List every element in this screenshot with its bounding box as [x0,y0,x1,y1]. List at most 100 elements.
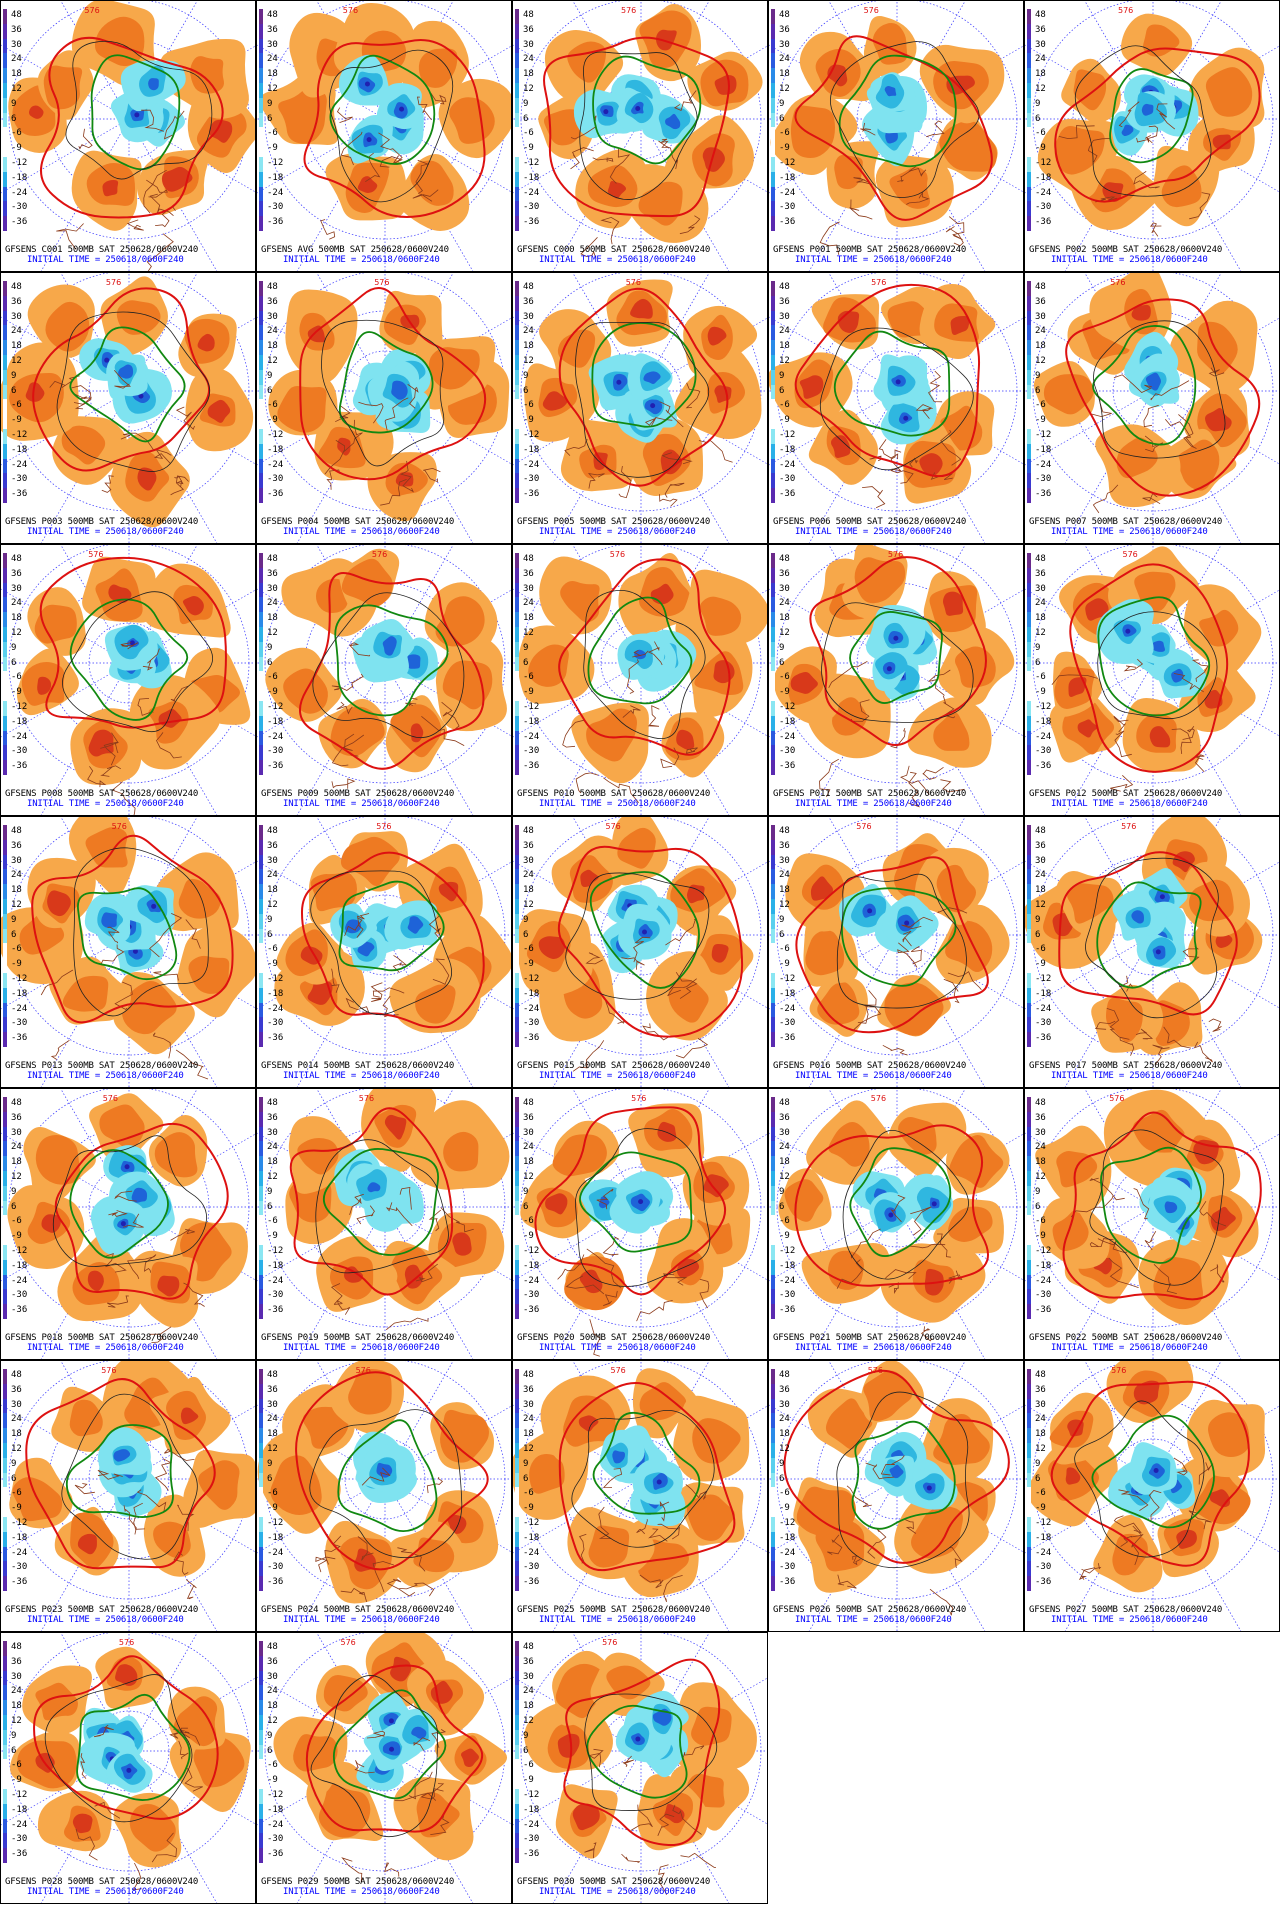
warm-anomaly-shading [1025,817,1263,1055]
polar-map: 576 [1,545,255,815]
scale-swatch [1027,171,1031,187]
scale-label: -30 [11,746,28,757]
scale-label: -9 [779,143,790,154]
scale-swatch [259,1744,263,1760]
ensemble-panel-p010: 576 48 36 30 24 18 12 9 6 -6 -9 -12 -18 -24 -30 -36 GFSE… [512,544,768,816]
scale-label: -24 [267,1819,284,1830]
scale-label: 6 [779,1201,785,1212]
scale-swatch [515,355,519,370]
color-scale: 48 36 30 24 18 12 9 6 -6 -9 -12 -18 -24 -30 -36 [515,551,541,781]
scale-swatch [771,1245,775,1260]
scale-swatch [515,1002,519,1018]
ensemble-panel-p029: 576 48 36 30 24 18 12 9 6 -6 -9 -12 -18 -24 -30 -36 GFSE… [256,1632,512,1904]
scale-swatch [259,701,263,716]
scale-swatch [3,973,7,988]
contour-black [819,327,974,471]
contour-black [310,870,452,1015]
polar-map: 576 [257,545,511,815]
scale-label: 48 [779,1098,790,1108]
scale-swatch [259,325,263,341]
scale-swatch [515,627,519,642]
scale-label: -18 [267,172,284,183]
height-contours [298,571,485,770]
scale-swatch [3,414,7,430]
scale-label: 30 [267,1399,278,1410]
scale-swatch [3,1215,7,1231]
scale-label: -36 [523,1577,540,1588]
scale-swatch [771,899,775,914]
panel-caption: GFSENS P012 500MB SAT 250628/0600V240 [1029,789,1223,799]
scale-label: -9 [779,1231,790,1242]
scale-swatch [771,582,775,598]
cold-anomaly-shading [580,1171,674,1234]
scale-label: 12 [11,900,22,910]
contour-green [849,1147,952,1257]
scale-label: 18 [523,69,534,80]
contour-black [1074,1400,1205,1558]
scale-label: -30 [267,474,284,485]
scale-swatch [3,1546,7,1562]
scale-swatch [515,1200,519,1216]
scale-label: -18 [11,172,28,183]
scale-swatch [515,1398,519,1414]
scale-label: -12 [779,974,796,984]
scale-swatch [1027,1369,1031,1384]
scale-swatch [259,825,263,840]
scale-label: 48 [11,1642,22,1652]
scale-swatch [515,869,519,885]
scale-swatch [515,1818,519,1834]
scale-swatch [1027,1457,1031,1473]
scale-swatch [515,9,519,24]
contour-black [579,51,698,200]
scale-swatch [1027,656,1031,672]
scale-label: -24 [11,1275,28,1286]
color-scale: 48 36 30 24 18 12 9 6 -6 -9 -12 -18 -24 -30 -36 [3,279,29,509]
scale-swatch [3,171,7,187]
contour-red [289,1107,454,1296]
scale-swatch [771,656,775,672]
scale-label: -36 [523,761,540,772]
scale-swatch [515,281,519,296]
scale-swatch [1027,1097,1031,1112]
contour-red [783,1369,1010,1564]
scale-swatch [771,701,775,716]
scale-label: -18 [779,1260,796,1271]
contour-green [589,871,700,989]
scale-label: 9 [267,914,273,925]
scale-swatch [771,369,775,385]
scale-label: 6 [267,385,273,396]
contour-green [329,54,436,165]
scale-swatch [259,760,263,776]
scale-label: 12 [267,1444,278,1454]
coastlines [330,1187,474,1331]
panel-caption: GFSENS P010 500MB SAT 250628/0600V240 [517,789,711,799]
scale-swatch [771,216,775,232]
scale-swatch [3,671,7,687]
ensemble-panel-p007: 576 48 36 30 24 18 12 9 6 -6 -9 -12 -18 -24 -30 -36 GFSE… [1024,272,1280,544]
scale-swatch [771,928,775,944]
scale-swatch [259,1032,263,1048]
scale-label: 18 [523,341,534,352]
scale-label: -36 [11,1849,28,1860]
scale-label: -12 [267,1518,284,1528]
scale-swatch [1027,127,1031,143]
scale-label: -9 [523,687,534,698]
scale-swatch [771,1531,775,1547]
scale-swatch [771,488,775,504]
scale-label: -18 [267,988,284,999]
initial-time-caption: INITIAL TIME = 250618/0600F240 [1051,255,1208,265]
scale-swatch [3,295,7,311]
scale-swatch [1027,38,1031,54]
scale-label: -36 [1035,1305,1052,1316]
color-scale: 48 36 30 24 18 12 9 6 -6 -9 -12 -18 -24 -30 -36 [3,1095,29,1325]
scale-label: -30 [779,474,796,485]
scale-swatch [515,1715,519,1730]
scale-label: -12 [1035,1246,1052,1256]
scale-swatch [515,458,519,474]
scale-label: 6 [523,113,529,124]
contour-red [558,558,731,756]
scale-swatch [1027,355,1031,370]
scale-swatch [771,473,775,489]
scale-label: 9 [267,98,273,109]
color-scale: 48 36 30 24 18 12 9 6 -6 -9 -12 -18 -24 -30 -36 [1027,279,1053,509]
